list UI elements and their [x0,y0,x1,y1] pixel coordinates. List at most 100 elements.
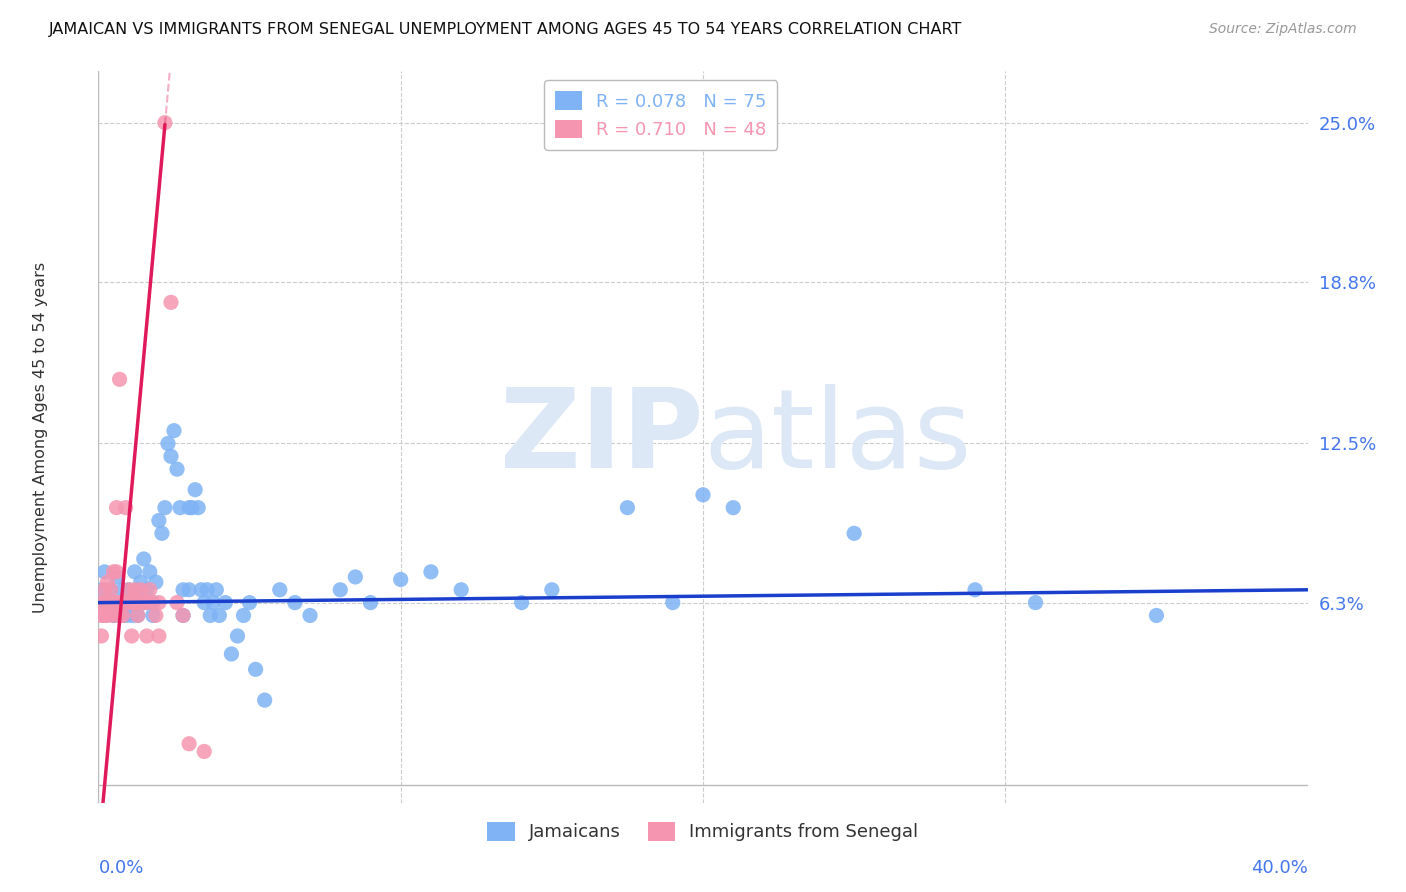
Legend: Jamaicans, Immigrants from Senegal: Jamaicans, Immigrants from Senegal [481,814,925,848]
Point [118,596,141,610]
Point [156,436,179,450]
Point [135,582,157,597]
Point [1144,608,1167,623]
Point [96,575,118,590]
Point [118,582,141,597]
Point [145,575,167,590]
Point [114,596,136,610]
Point [172,608,194,623]
Point [108,596,131,610]
Point [253,693,276,707]
Point [124,596,146,610]
Point [214,596,236,610]
Point [96,596,118,610]
Point [150,526,173,541]
Point [93,565,115,579]
Point [184,483,207,497]
Point [127,608,149,623]
Point [205,582,228,597]
Point [135,629,157,643]
Point [103,596,125,610]
Point [135,596,157,610]
Point [181,500,204,515]
Text: ZIP: ZIP [499,384,703,491]
Point [90,629,112,643]
Point [299,608,322,623]
Point [100,582,122,597]
Point [179,500,201,515]
Point [127,608,149,623]
Point [103,608,125,623]
Point [103,565,125,579]
Point [166,596,188,610]
Point [420,565,443,579]
Point [202,596,225,610]
Point [121,596,143,610]
Point [142,596,165,610]
Point [93,596,115,610]
Point [90,582,112,597]
Point [148,629,170,643]
Point [90,608,112,623]
Point [148,596,170,610]
Point [142,608,165,623]
Point [163,424,186,438]
Point [187,500,209,515]
Point [114,608,136,623]
Point [124,596,146,610]
Point [108,596,131,610]
Point [105,596,128,610]
Text: 0.0%: 0.0% [98,859,143,877]
Point [111,596,134,610]
Point [723,500,745,515]
Point [139,565,162,579]
Point [108,372,131,386]
Point [153,116,176,130]
Point [148,514,170,528]
Point [93,608,115,623]
Point [661,596,683,610]
Point [190,582,212,597]
Point [100,596,122,610]
Point [121,608,143,623]
Point [100,582,122,597]
Point [193,744,215,758]
Point [510,596,533,610]
Point [450,582,472,597]
Point [179,737,201,751]
Point [132,552,155,566]
Point [1024,596,1046,610]
Point [172,582,194,597]
Point [232,608,254,623]
Point [103,608,125,623]
Point [96,608,118,623]
Point [129,575,152,590]
Text: Source: ZipAtlas.com: Source: ZipAtlas.com [1209,22,1357,37]
Point [105,570,128,584]
Point [153,500,176,515]
Point [195,582,218,597]
Text: atlas: atlas [703,384,972,491]
Point [139,582,162,597]
Point [284,596,307,610]
Point [166,462,188,476]
Point [245,662,267,676]
Point [96,596,118,610]
Point [121,629,143,643]
Point [132,596,155,610]
Point [129,582,152,597]
Point [132,596,155,610]
Point [121,596,143,610]
Point [111,582,134,597]
Point [172,608,194,623]
Point [160,295,183,310]
Point [118,582,141,597]
Point [540,582,562,597]
Point [142,596,165,610]
Point [844,526,866,541]
Point [127,596,149,610]
Point [269,582,291,597]
Point [124,582,146,597]
Point [200,608,222,623]
Text: JAMAICAN VS IMMIGRANTS FROM SENEGAL UNEMPLOYMENT AMONG AGES 45 TO 54 YEARS CORRE: JAMAICAN VS IMMIGRANTS FROM SENEGAL UNEM… [49,22,963,37]
